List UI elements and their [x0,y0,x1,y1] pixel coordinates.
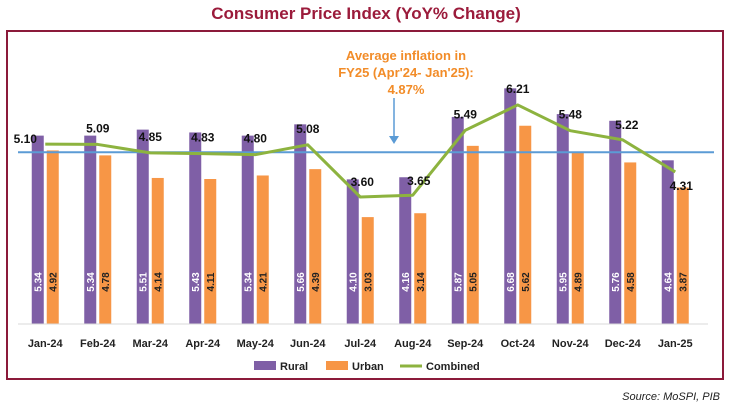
labels-layer: 5.34 4.92 5.34 4.78 5.51 4.14 5.43 4.11 5.34 4.21… [14,82,694,292]
label-rural-Apr-24: 5.43 [191,272,202,292]
bar-urban-Jun-24 [309,169,322,324]
bar-urban-Sep-24 [466,145,479,324]
combined-line [45,103,677,199]
bar-rural-Feb-24 [84,135,97,324]
bar-urban-Jul-24 [361,217,374,324]
label-rural-May-24: 5.34 [243,272,254,292]
bar-rural-Jun-24 [294,124,307,324]
label-combined-Feb-24: 5.09 [86,121,110,135]
label-combined-Jan-25: 4.31 [670,179,694,193]
label-combined-Jul-24: 3.60 [351,175,375,189]
label-combined-Apr-24: 4.83 [191,131,215,145]
label-combined-May-24: 4.80 [244,132,268,146]
combined-line-layer [45,103,677,199]
bar-rural-Mar-24 [136,129,149,324]
tick-label-Jul-24: Jul-24 [344,338,377,350]
tick-label-Feb-24: Feb-24 [80,338,116,350]
tick-label-Oct-24: Oct-24 [501,338,536,350]
label-rural-Jun-24: 5.66 [296,272,307,292]
source-note: Source: MoSPI, PIB [622,391,720,403]
label-combined-Dec-24: 5.22 [615,118,639,132]
label-urban-Apr-24: 4.11 [206,272,217,291]
tick-label-Jan-25: Jan-25 [658,338,693,350]
tick-label-Sep-24: Sep-24 [447,338,484,350]
bar-rural-Oct-24 [504,88,517,324]
tick-label-Jan-24: Jan-24 [28,338,64,350]
label-urban-Jun-24: 4.39 [311,272,322,292]
legend-swatch-Rural [254,361,276,370]
annotation-arrow-head [389,136,399,144]
label-combined-Sep-24: 5.49 [454,107,478,121]
label-rural-Aug-24: 4.16 [401,272,412,292]
label-combined-Oct-24: 6.21 [506,82,530,96]
bar-rural-Aug-24 [399,177,412,324]
tick-label-Dec-24: Dec-24 [605,338,642,350]
label-urban-Feb-24: 4.78 [101,272,112,292]
label-urban-Nov-24: 4.89 [573,272,584,292]
label-combined-Jan-24: 5.10 [14,132,38,146]
tick-label-Jun-24: Jun-24 [290,338,326,350]
bar-urban-Apr-24 [204,179,217,324]
tick-label-Aug-24: Aug-24 [394,338,432,350]
bars-layer [31,88,689,325]
legend-label-Rural: Rural [280,361,308,373]
label-combined-Aug-24: 3.65 [407,174,431,188]
tick-label-May-24: May-24 [237,338,275,350]
chart-title: Consumer Price Index (YoY% Change) [211,4,521,23]
bar-urban-Mar-24 [151,177,164,324]
bar-urban-Jan-25 [676,187,689,324]
label-rural-Nov-24: 5.95 [558,272,569,292]
label-combined-Mar-24: 4.85 [139,130,163,144]
x-axis: Jan-24 Feb-24 Mar-24 Apr-24 May-24 Jun-24 Jul-… [18,323,708,350]
label-rural-Jan-24: 5.34 [33,272,44,292]
label-rural-Feb-24: 5.34 [86,272,97,292]
legend-label-Urban: Urban [352,361,384,373]
annotation: Average inflation in FY25 (Apr'24- Jan'25… [338,48,474,144]
label-urban-May-24: 4.21 [258,272,269,292]
bar-rural-Jan-25 [661,160,674,324]
label-urban-Jul-24: 3.03 [363,272,374,292]
bar-rural-Nov-24 [556,114,569,324]
legend-label-Combined: Combined [426,361,480,373]
label-urban-Sep-24: 5.05 [468,272,479,292]
bar-urban-Oct-24 [519,125,532,324]
bar-urban-May-24 [256,175,269,324]
label-rural-Jul-24: 4.10 [348,272,359,292]
cpi-chart: 5.34 4.92 5.34 4.78 5.51 4.14 5.43 4.11 5.34 4.21… [14,48,714,373]
bar-rural-Dec-24 [609,120,622,324]
legend: Rural Urban Combined [254,361,480,373]
bar-urban-Dec-24 [624,162,637,324]
label-urban-Aug-24: 3.14 [416,272,427,292]
bar-urban-Nov-24 [571,151,584,324]
bar-rural-Jan-24 [31,135,44,324]
bar-rural-Jul-24 [346,179,359,324]
tick-label-Apr-24: Apr-24 [185,338,221,350]
label-rural-Dec-24: 5.76 [611,272,622,292]
tick-label-Nov-24: Nov-24 [552,338,590,350]
label-combined-Nov-24: 5.48 [559,108,583,122]
chart-frame: 5.34 4.92 5.34 4.78 5.51 4.14 5.43 4.11 5.34 4.21… [6,30,724,380]
label-urban-Oct-24: 5.62 [521,272,532,292]
bar-rural-Apr-24 [189,132,202,324]
label-rural-Jan-25: 4.64 [663,272,674,292]
bar-urban-Jan-24 [46,150,59,324]
annotation-line-2: FY25 (Apr'24- Jan'25): [338,65,474,80]
label-urban-Jan-25: 3.87 [678,272,689,292]
bar-urban-Aug-24 [414,213,427,324]
label-combined-Jun-24: 5.08 [296,122,320,136]
annotation-line-3: 4.87% [388,82,425,97]
label-rural-Sep-24: 5.87 [453,272,464,292]
label-rural-Mar-24: 5.51 [138,272,149,292]
annotation-line-1: Average inflation in [346,48,466,63]
label-rural-Oct-24: 6.68 [506,272,517,292]
tick-label-Mar-24: Mar-24 [133,338,169,350]
label-urban-Mar-24: 4.14 [153,272,164,292]
bar-rural-Sep-24 [451,116,464,325]
bar-urban-Feb-24 [99,155,112,324]
label-urban-Jan-24: 4.92 [48,272,59,292]
legend-swatch-Urban [326,361,348,370]
label-urban-Dec-24: 4.58 [626,272,637,292]
bar-rural-May-24 [241,135,254,324]
